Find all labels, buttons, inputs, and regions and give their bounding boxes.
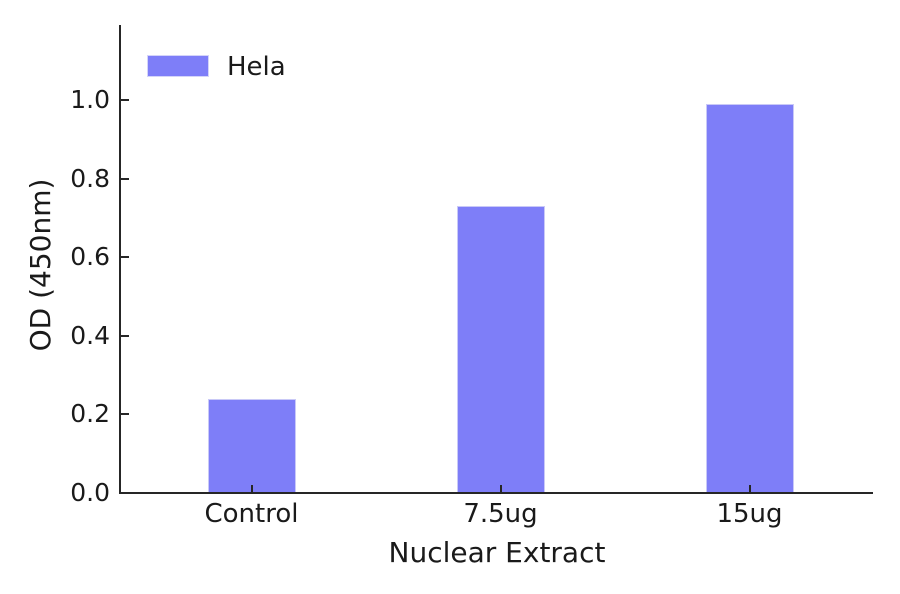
x-tick-control xyxy=(250,485,253,493)
y-tick-label-0.0: 0.0 xyxy=(70,478,110,507)
y-tick-label-0.4: 0.4 xyxy=(70,320,110,350)
x-tick-label-control: Control xyxy=(204,499,299,529)
y-tick-label-0.2: 0.2 xyxy=(70,399,110,429)
bar-7.5ug xyxy=(456,206,545,493)
x-tick-15ug xyxy=(748,485,751,493)
bar-control xyxy=(207,399,296,493)
y-tick-0.2 xyxy=(121,413,129,416)
x-tick-label-7.5ug: 7.5ug xyxy=(463,499,538,529)
y-tick-label-0.8: 0.8 xyxy=(70,163,110,193)
x-tick-label-15ug: 15ug xyxy=(716,499,783,529)
y-tick-label-1.0: 1.0 xyxy=(70,85,110,115)
y-axis-title: OD (450nm) xyxy=(24,178,57,352)
y-tick-0.8 xyxy=(121,177,129,180)
y-tick-label-0.6: 0.6 xyxy=(70,242,110,272)
legend-label-hela: Hela xyxy=(227,52,286,82)
x-tick-7.5ug xyxy=(499,485,502,493)
x-axis-line xyxy=(119,492,873,494)
y-tick-0.6 xyxy=(121,256,129,259)
y-tick-1.0 xyxy=(121,99,129,102)
x-axis-title: Nuclear Extract xyxy=(388,536,606,569)
legend-swatch-hela xyxy=(147,55,209,77)
bar-15ug xyxy=(705,104,794,493)
y-axis-line xyxy=(119,25,121,494)
y-tick-0.4 xyxy=(121,334,129,337)
